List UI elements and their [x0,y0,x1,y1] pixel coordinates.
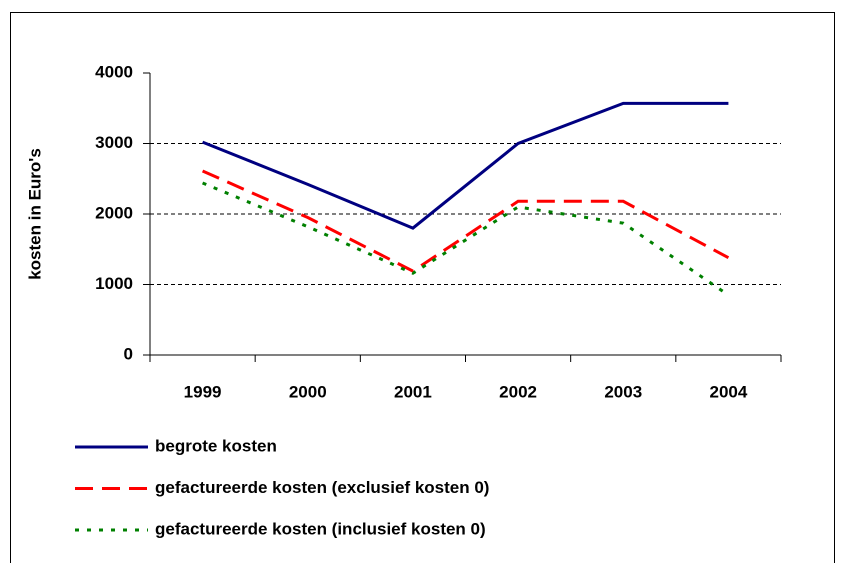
x-tick-label: 2003 [604,382,642,401]
x-tick-label: 1999 [184,382,222,401]
y-tick-label: 4000 [95,62,133,81]
x-tick-label: 2002 [499,382,537,401]
y-tick-label: 3000 [95,133,133,152]
legend-label: begrote kosten [155,436,277,455]
series-line [202,101,729,230]
series-line [201,169,730,273]
x-tick-label: 2000 [289,382,327,401]
y-tick-label: 1000 [95,274,133,293]
x-tick-label: 2001 [394,382,432,401]
series-line [202,181,730,297]
y-tick-label: 0 [124,344,133,363]
y-axis-title: kosten in Euro's [25,148,44,280]
x-tick-label: 2004 [710,382,748,401]
legend-label: gefactureerde kosten (exclusief kosten 0… [155,478,489,497]
y-tick-label: 2000 [95,203,133,222]
legend-label: gefactureerde kosten (inclusief kosten 0… [155,519,486,538]
